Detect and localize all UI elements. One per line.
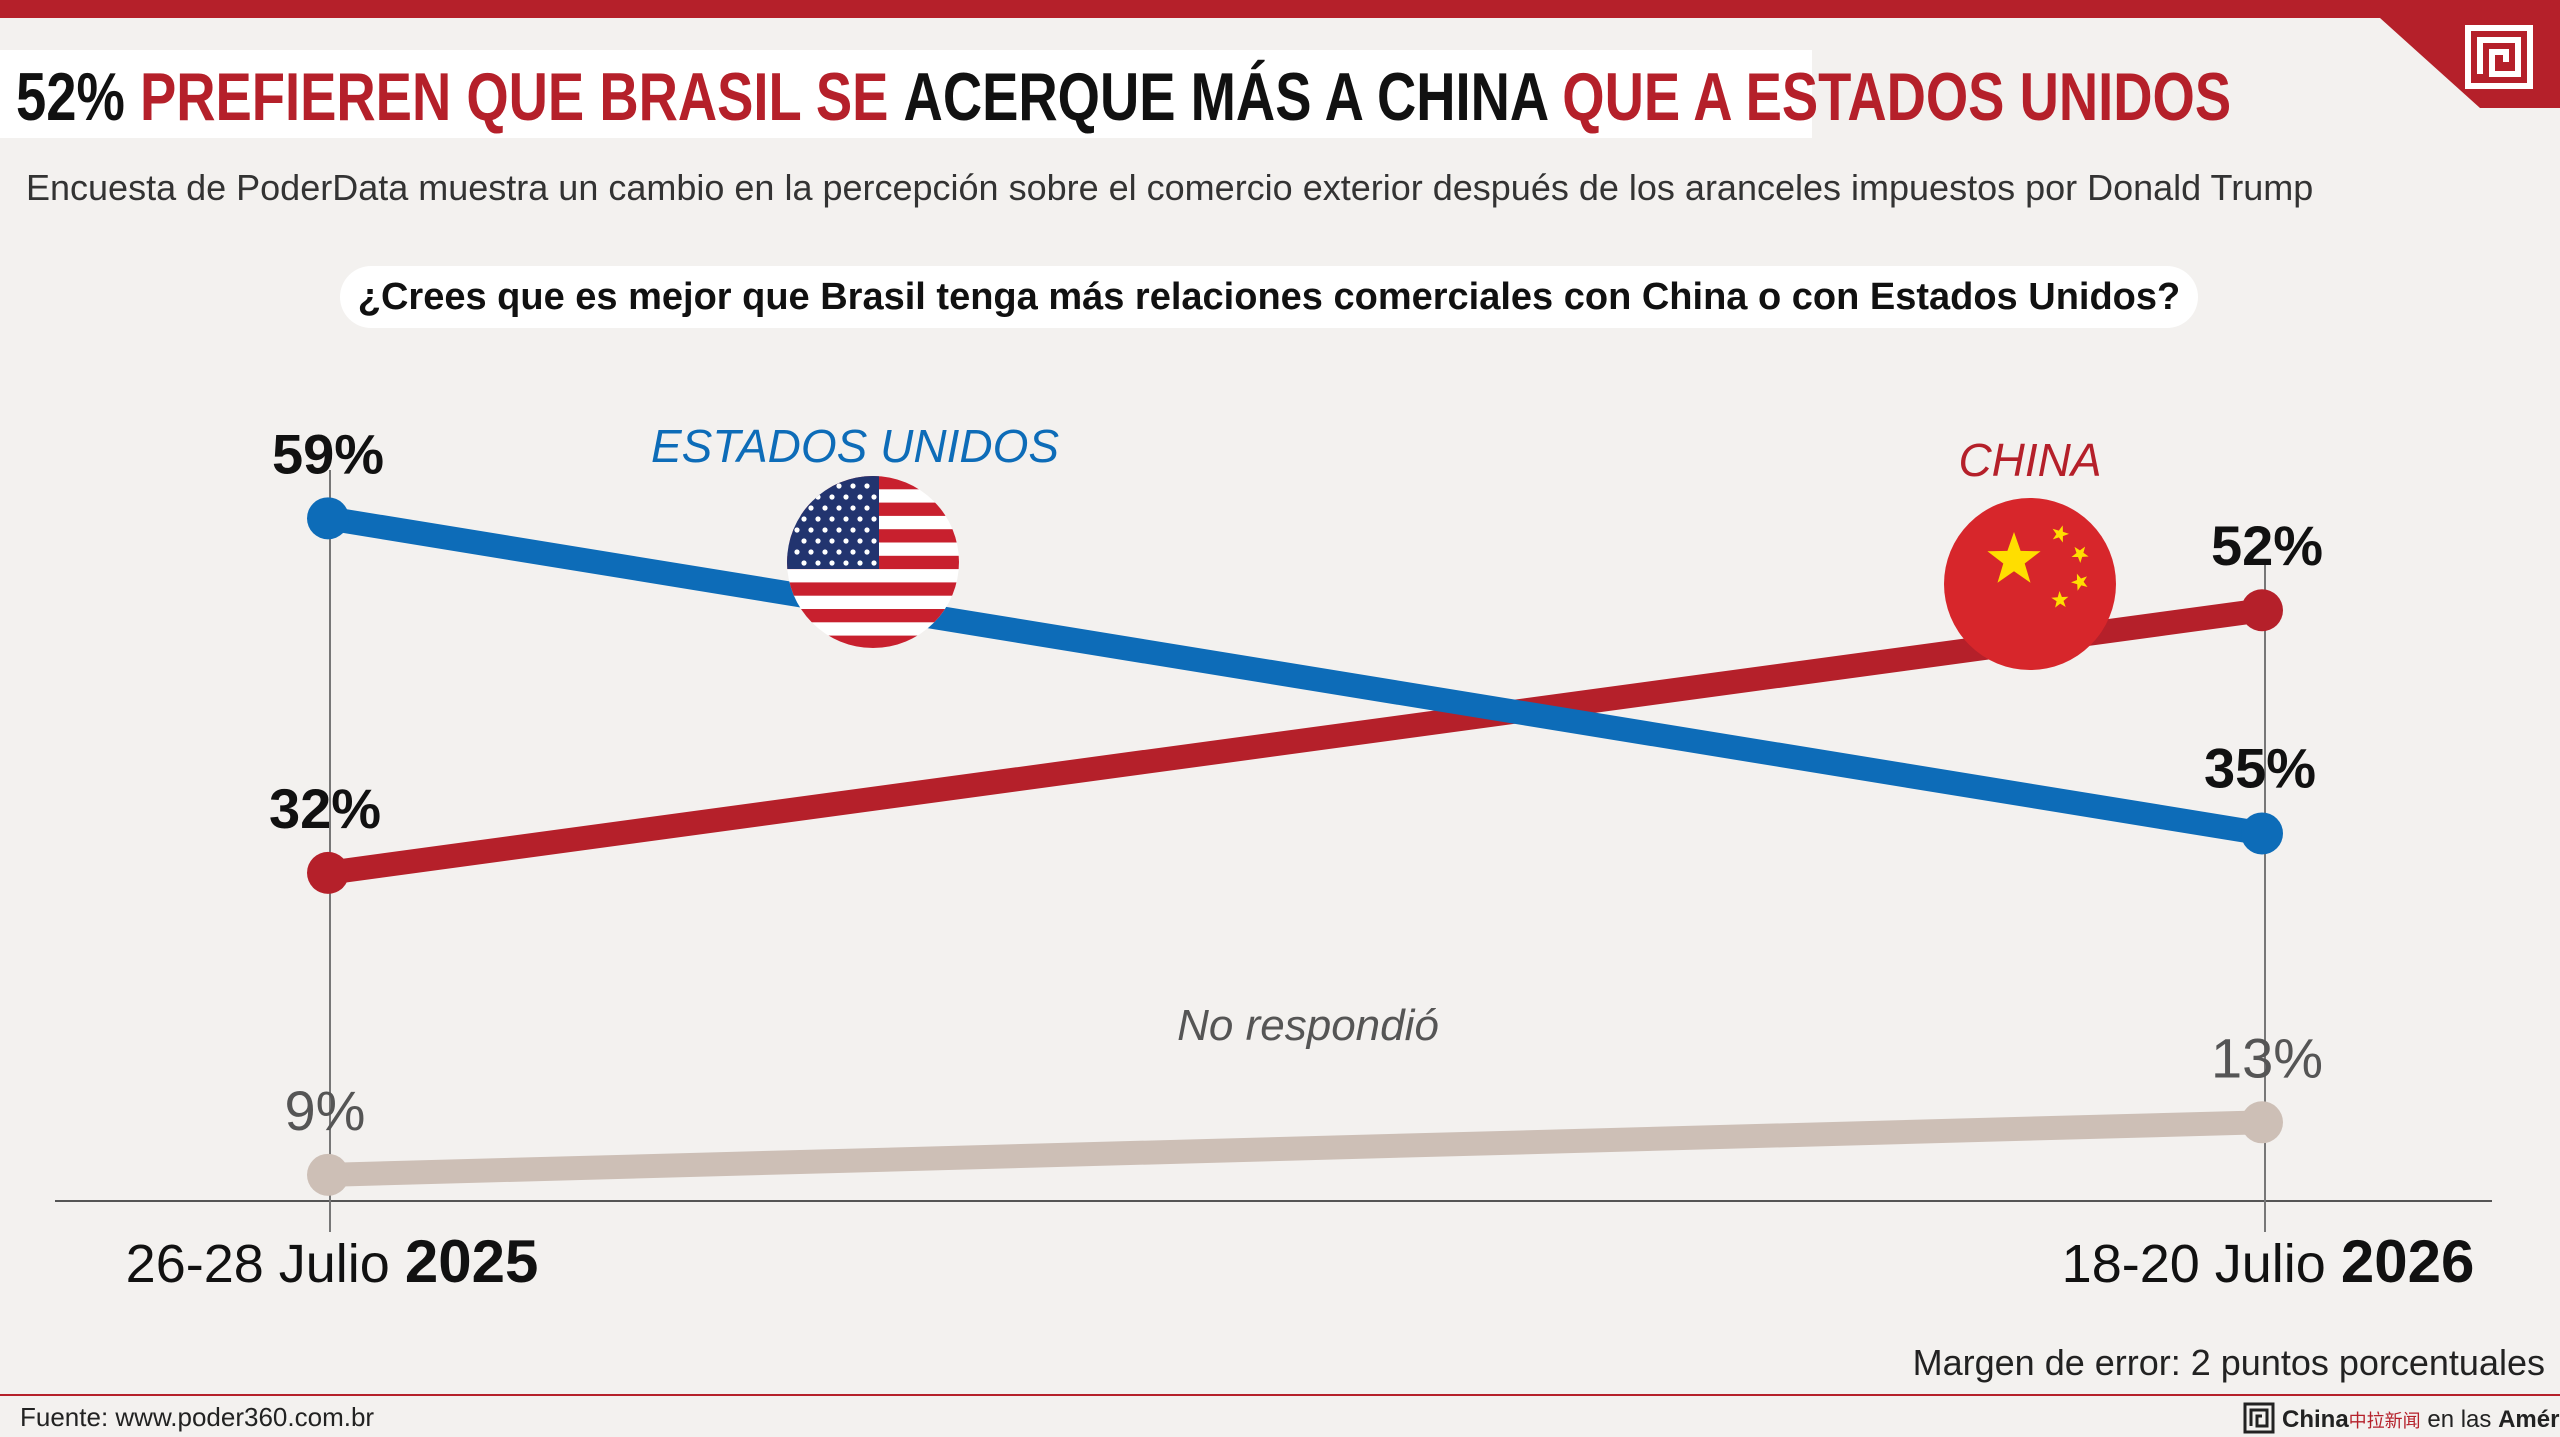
x-tick-label-0: 26-28 Julio 2025 — [126, 1228, 539, 1295]
china-flag-icon — [1944, 498, 2116, 670]
x-tick-prefix-1: 18-20 Julio — [2062, 1234, 2341, 1294]
value-label-none-1: 13% — [2211, 1026, 2323, 1089]
series-point-china-1 — [2241, 589, 2283, 632]
brand-americas: Américas — [2498, 1406, 2560, 1433]
title-banner — [0, 50, 1812, 138]
brand-cn-chars: 中拉新闻 — [2349, 1411, 2421, 1431]
source-text: Fuente: www.poder360.com.br — [20, 1402, 374, 1432]
brand-text: China中拉新闻 en las Américas — [2282, 1406, 2560, 1433]
brand-middle: en las — [2421, 1406, 2498, 1433]
question-text: ¿Crees que es mejor que Brasil tenga más… — [358, 276, 2180, 318]
page-title: 52% PREFIEREN QUE BRASIL SE ACERQUE MÁS … — [16, 59, 2231, 135]
series-point-none-0 — [307, 1153, 349, 1196]
value-label-china-1: 52% — [2211, 514, 2323, 577]
title-part-2: ACERQUE MÁS A CHINA — [904, 59, 1563, 135]
series-labels: 59% 35% 32% 52% 9% 13% ESTADOS UNIDOS CHINA No r… — [269, 420, 2323, 1142]
value-label-usa-0: 59% — [272, 422, 384, 485]
series-point-china-0 — [307, 851, 349, 894]
x-tick-prefix-0: 26-28 Julio — [126, 1234, 405, 1294]
title-part-0: 52% — [16, 59, 140, 135]
x-tick-year-0: 2025 — [405, 1228, 538, 1295]
series-points — [307, 497, 2283, 1196]
series-line-usa — [316, 506, 2274, 846]
value-label-none-0: 9% — [285, 1079, 366, 1142]
footer-maze-icon — [2243, 1402, 2275, 1434]
question-pill — [340, 266, 2198, 328]
series-name-usa: ESTADOS UNIDOS — [651, 420, 1059, 472]
flags — [787, 476, 2116, 670]
x-tick-labels: 26-28 Julio 2025 18-20 Julio 2026 — [126, 1228, 2475, 1295]
maze-logo-icon — [2465, 25, 2533, 89]
series-point-usa-1 — [2241, 812, 2283, 855]
value-label-usa-1: 35% — [2204, 736, 2316, 799]
top-band — [0, 0, 2560, 108]
title-part-4: ESTADOS UNIDOS — [1746, 59, 2232, 135]
series-line-china — [316, 598, 2274, 885]
x-tick-year-1: 2026 — [2341, 1228, 2474, 1295]
series-point-none-1 — [2241, 1101, 2283, 1144]
value-label-china-0: 32% — [269, 777, 381, 840]
brand-china: China — [2282, 1406, 2349, 1433]
x-tick-label-1: 18-20 Julio 2026 — [2062, 1228, 2475, 1295]
usa-flag-icon — [787, 476, 959, 648]
series-name-china: CHINA — [1958, 434, 2101, 486]
title-part-1: PREFIEREN QUE BRASIL SE — [140, 59, 904, 135]
series-name-none: No respondió — [1177, 1001, 1439, 1050]
title-part-3: QUE A — [1562, 59, 1745, 135]
series-lines — [316, 506, 2274, 1187]
margin-note: Margen de error: 2 puntos porcentuales — [1913, 1342, 2545, 1383]
series-line-none — [316, 1110, 2274, 1187]
subtitle: Encuesta de PoderData muestra un cambio … — [26, 167, 2313, 208]
series-point-usa-0 — [307, 497, 349, 540]
